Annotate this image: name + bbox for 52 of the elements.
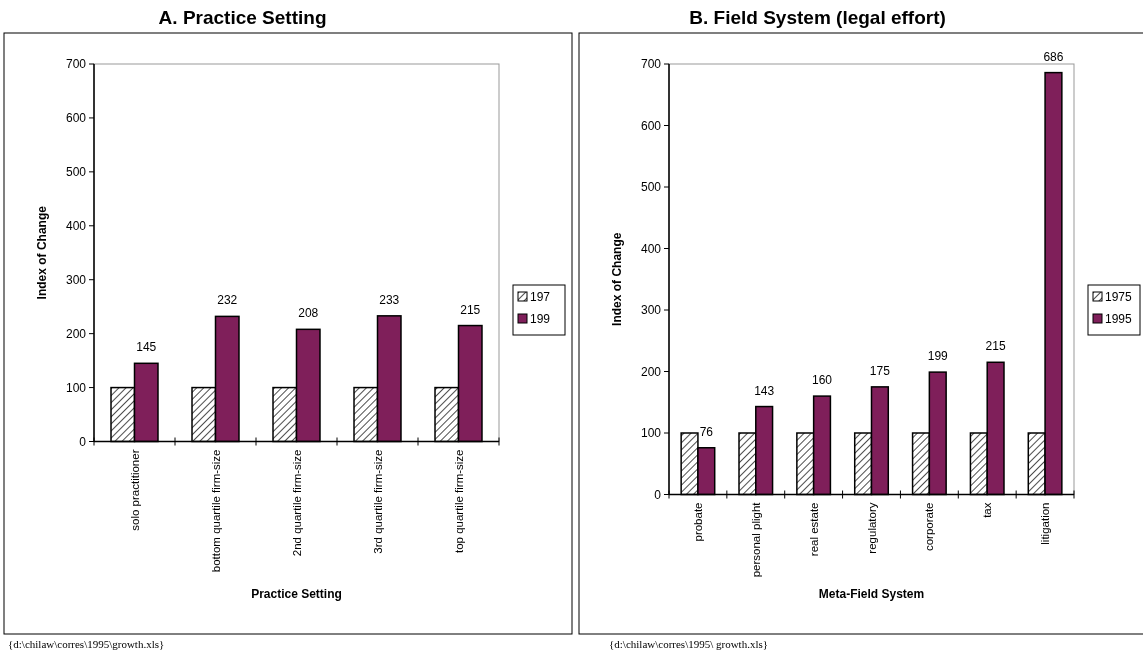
text: {d:\chilaw\corres\1995\ growth.xls}	[609, 638, 769, 650]
x-tick-label: solo practitioner	[128, 449, 141, 531]
data-label: 232	[217, 293, 238, 308]
text: {d:\chilaw\corres\1995\growth.xls}	[8, 638, 165, 650]
y-axis-title: Index of Change	[610, 232, 624, 326]
x-tick-label: personal plight	[749, 501, 762, 578]
x-axis-title: Practice Setting	[251, 587, 342, 601]
y-tick-label: 400	[65, 218, 87, 233]
data-label: 175	[869, 363, 891, 378]
y-tick-label: 600	[640, 118, 662, 133]
y-axis-title: Index of Change	[35, 205, 49, 300]
data-label: 143	[754, 383, 775, 398]
y-tick-label: 500	[640, 180, 662, 195]
data-label: 215	[460, 302, 481, 317]
y-tick-label: 300	[65, 272, 87, 287]
data-label: 145	[136, 340, 157, 355]
y-tick-label: 700	[640, 57, 662, 72]
x-tick-label: tax	[981, 502, 994, 518]
y-tick-label: 100	[65, 380, 87, 395]
y-tick-label: 200	[65, 326, 87, 341]
x-tick-label: real estate	[807, 502, 820, 557]
chart-title: A. Practice Setting	[158, 7, 327, 28]
data-label: 215	[985, 339, 1006, 354]
x-tick-label: regulatory	[865, 502, 878, 554]
x-tick-label: litigation	[1039, 502, 1052, 545]
data-label: 686	[1043, 49, 1064, 64]
x-tick-label: 2nd quartile firm-size	[290, 449, 303, 557]
data-label: 76	[699, 424, 714, 439]
x-axis-title: Meta-Field System	[818, 587, 925, 601]
legend-label: 197	[530, 290, 551, 305]
legend-label: 1995	[1105, 312, 1133, 327]
x-tick-label: corporate	[923, 502, 936, 552]
y-tick-label: 400	[640, 241, 662, 256]
y-tick-label: 100	[640, 426, 662, 441]
x-tick-label: 3rd quartile firm-size	[371, 449, 384, 554]
y-tick-label: 600	[65, 111, 87, 126]
data-label: 208	[298, 306, 319, 321]
y-tick-label: 500	[65, 165, 87, 180]
y-tick-label: 0	[654, 487, 662, 502]
data-label: 199	[927, 349, 949, 364]
y-tick-label: 700	[65, 57, 87, 72]
x-tick-label: probate	[691, 502, 704, 542]
chart-title: B. Field System (legal effort)	[689, 7, 946, 28]
legend-label: 1975	[1105, 290, 1133, 305]
x-tick-label: bottom quartile firm-size	[209, 449, 222, 573]
y-tick-label: 200	[640, 364, 662, 379]
legend-label: 199	[530, 312, 551, 327]
y-tick-label: 300	[640, 303, 662, 318]
data-label: 233	[379, 292, 400, 307]
data-label: 160	[812, 373, 833, 388]
y-tick-label: 0	[79, 434, 87, 449]
x-tick-label: top quartile firm-size	[452, 449, 465, 554]
